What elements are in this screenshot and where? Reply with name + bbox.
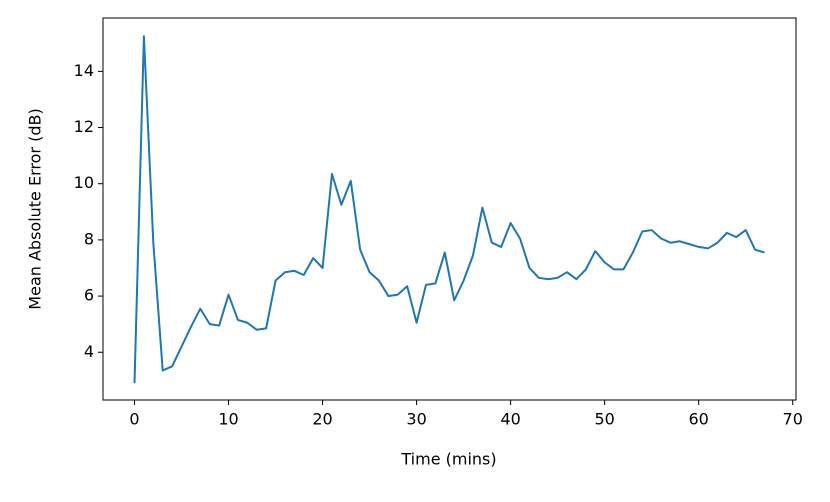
x-tick-label: 50	[594, 410, 614, 429]
x-tick-label: 0	[129, 410, 139, 429]
y-tick-label: 10	[74, 173, 94, 192]
x-axis-label: Time (mins)	[400, 450, 496, 469]
x-tick-label: 30	[406, 410, 426, 429]
x-tick-label: 70	[783, 410, 803, 429]
data-line	[133, 35, 765, 384]
y-tick-label: 14	[74, 61, 94, 80]
y-tick-label: 12	[74, 117, 94, 136]
plot-frame	[102, 17, 797, 401]
x-tick-label: 60	[688, 410, 708, 429]
y-tick-label: 6	[84, 286, 94, 305]
x-tick-label: 40	[500, 410, 520, 429]
x-tick-label: 20	[312, 410, 332, 429]
x-tick-label: 10	[218, 410, 238, 429]
y-tick-label: 8	[84, 229, 94, 248]
y-axis-label: Mean Absolute Error (dB)	[26, 108, 45, 309]
y-tick-label: 4	[84, 342, 94, 361]
